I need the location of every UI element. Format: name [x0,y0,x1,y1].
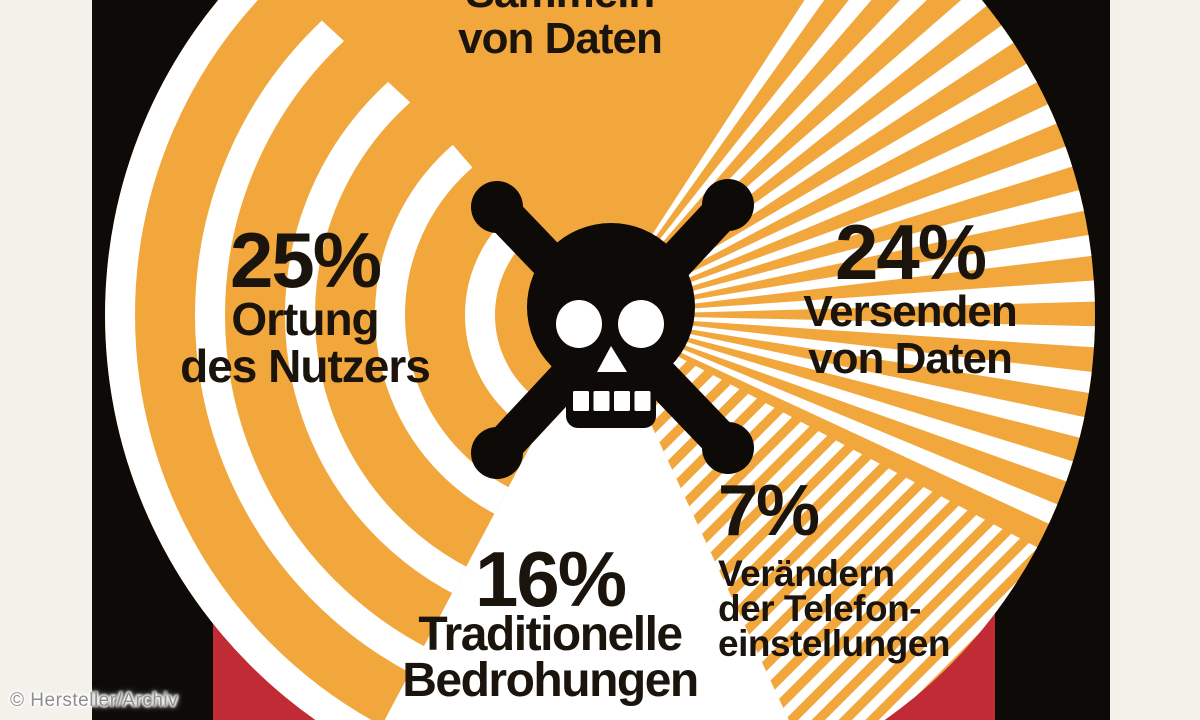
skull-teeth [573,391,651,411]
skull-face [556,300,664,411]
skull-crossbones-icon [471,179,754,479]
skull-nose [597,346,627,372]
bone-knobs [471,179,754,479]
segment-traditionelle-white [337,315,837,720]
segment-sammeln-cover [208,0,880,315]
segment-versenden-rays [600,0,1095,552]
skull-eye-right [618,300,664,348]
credit-text: © Hersteller/Archiv [10,690,179,711]
skull-eye-left [556,300,602,348]
